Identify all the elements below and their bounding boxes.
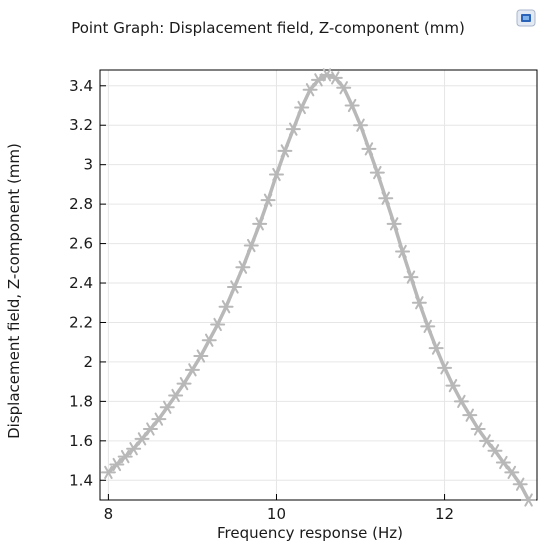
x-tick-label: 10: [267, 505, 286, 523]
data-point-marker: [311, 73, 326, 87]
y-tick-label: 2.2: [69, 313, 93, 331]
x-tick-label: 12: [435, 505, 454, 523]
data-point-marker: [361, 142, 377, 156]
y-tick-label: 3.4: [69, 77, 93, 95]
y-tick-label: 3.2: [69, 116, 93, 134]
data-point-marker: [437, 361, 453, 375]
data-point-marker: [378, 191, 394, 205]
data-point-marker: [126, 442, 142, 456]
y-tick-label: 2.8: [69, 195, 93, 213]
data-point-marker: [344, 98, 360, 113]
data-point-marker: [277, 144, 293, 158]
data-point-marker: [386, 217, 402, 231]
data-point-marker: [294, 100, 310, 115]
data-point-marker: [268, 167, 284, 182]
y-tick-label: 1.4: [69, 471, 93, 489]
plot-icon: [516, 9, 536, 27]
data-point-marker: [336, 81, 352, 95]
series-line: [107, 73, 531, 501]
data-point-marker: [226, 280, 242, 294]
data-series: [100, 68, 537, 507]
data-point-marker: [117, 449, 133, 464]
x-axis-label: Frequency response (Hz): [217, 524, 403, 542]
data-point-marker: [134, 432, 150, 446]
data-point-marker: [428, 341, 444, 355]
data-point-marker: [243, 238, 259, 253]
data-point-marker: [512, 477, 528, 491]
data-point-marker: [285, 122, 301, 136]
data-point-marker: [369, 165, 385, 180]
data-point-marker: [302, 83, 318, 97]
chart-title: Point Graph: Displacement field, Z-compo…: [71, 19, 465, 37]
data-point-marker: [403, 270, 419, 284]
grid-lines: [100, 70, 537, 500]
y-tick-label: 1.6: [69, 432, 93, 450]
y-axis-label: Displacement field, Z-component (mm): [5, 143, 23, 439]
data-point-marker: [159, 400, 175, 414]
y-tick-label: 2.6: [69, 235, 93, 253]
data-point-marker: [193, 349, 209, 363]
data-point-marker: [235, 260, 251, 274]
data-point-marker: [151, 412, 167, 426]
data-point-marker: [109, 457, 125, 472]
data-point-marker: [100, 465, 116, 480]
axis-ticks: 8 10 12 1.4 1.6 1.8 2 2.2 2.4 2.6 2.8 3 3.2 3.4: [69, 77, 454, 523]
data-point-marker: [521, 493, 537, 507]
data-point-marker: [395, 244, 411, 259]
plot-area-frame: [99, 69, 538, 501]
data-point-marker: [495, 455, 511, 470]
data-point-marker: [445, 378, 461, 393]
x-tick-label: 8: [104, 505, 114, 523]
y-tick-label: 1.8: [69, 392, 93, 410]
data-point-marker: [487, 444, 503, 458]
data-point-marker: [453, 394, 469, 409]
data-point-marker: [184, 363, 200, 377]
y-tick-label: 2: [83, 353, 93, 371]
data-point-marker: [176, 376, 192, 391]
data-point-marker: [462, 408, 478, 422]
data-point-marker: [479, 434, 495, 448]
data-point-marker: [168, 388, 184, 403]
data-point-marker: [411, 296, 427, 310]
y-tick-label: 3: [83, 156, 93, 174]
data-point-marker: [353, 118, 369, 132]
data-point-marker: [210, 317, 226, 332]
y-tick-label: 2.4: [69, 274, 93, 292]
data-point-marker: [201, 333, 217, 347]
data-point-marker: [470, 422, 486, 436]
data-point-marker: [218, 300, 234, 314]
data-point-marker: [327, 71, 343, 85]
data-point-marker: [142, 422, 158, 436]
data-point-marker: [420, 319, 436, 334]
data-point-marker: [252, 217, 268, 231]
data-point-marker: [260, 193, 276, 207]
data-point-marker: [504, 465, 520, 480]
